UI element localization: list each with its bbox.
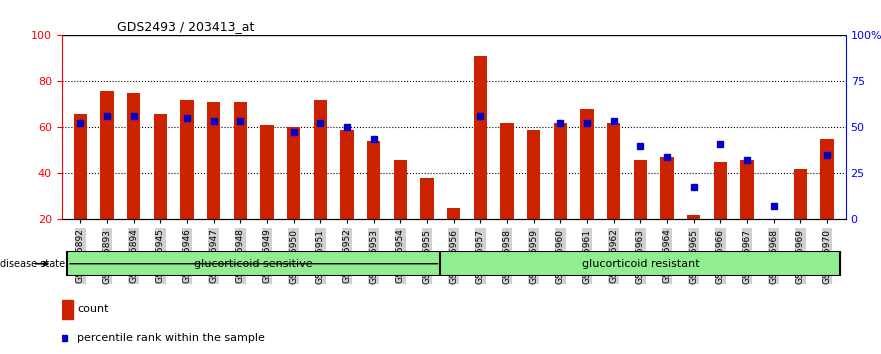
Bar <box>420 178 433 219</box>
Bar <box>394 160 407 219</box>
Bar <box>153 114 167 219</box>
Bar <box>367 141 381 219</box>
Bar <box>794 169 807 219</box>
Bar <box>500 123 514 219</box>
Bar <box>233 102 247 219</box>
Bar <box>62 300 72 319</box>
Text: count: count <box>78 304 108 314</box>
Bar <box>767 219 781 231</box>
Bar <box>581 109 594 219</box>
Bar <box>661 157 674 219</box>
Text: percentile rank within the sample: percentile rank within the sample <box>78 333 265 343</box>
Bar <box>607 123 620 219</box>
Bar <box>687 215 700 219</box>
Bar <box>67 251 440 276</box>
Bar <box>447 208 461 219</box>
Text: disease state: disease state <box>0 259 65 269</box>
Bar <box>207 102 220 219</box>
Bar <box>527 130 540 219</box>
Bar <box>100 91 114 219</box>
Text: glucorticoid sensitive: glucorticoid sensitive <box>195 259 313 269</box>
Bar <box>633 160 647 219</box>
Bar <box>127 93 140 219</box>
Bar <box>340 130 353 219</box>
Bar <box>440 251 840 276</box>
Text: glucorticoid resistant: glucorticoid resistant <box>581 259 700 269</box>
Bar <box>554 123 567 219</box>
Bar <box>740 160 754 219</box>
Bar <box>714 162 727 219</box>
Text: GDS2493 / 203413_at: GDS2493 / 203413_at <box>116 20 254 33</box>
Bar <box>314 100 327 219</box>
Bar <box>74 114 87 219</box>
Bar <box>181 100 194 219</box>
Bar <box>474 56 487 219</box>
Bar <box>820 139 833 219</box>
Bar <box>261 125 274 219</box>
Bar <box>287 127 300 219</box>
